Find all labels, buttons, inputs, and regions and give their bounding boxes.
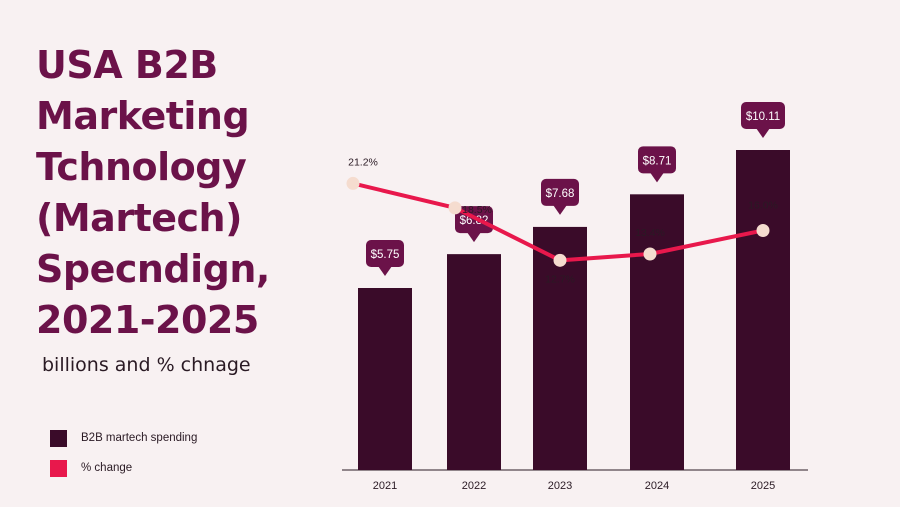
callout-box [541, 178, 579, 206]
change-point [448, 201, 462, 215]
change-point [346, 176, 360, 190]
value-callout: $8.71 [638, 146, 676, 183]
title-line: Tchnology (Martech) [36, 145, 247, 240]
title-line: USA B2B Marketing [36, 43, 250, 138]
chart-title: USA B2B Marketing Tchnology (Martech) Sp… [36, 40, 436, 346]
callout-box [638, 146, 676, 174]
x-tick-label: 2021 [373, 480, 397, 492]
change-value-label: 21.2% [348, 156, 378, 168]
title-line: 2021-2025 [36, 298, 259, 342]
bar-value-label: $7.68 [546, 188, 575, 200]
bar-value-label: $10.11 [746, 111, 780, 123]
legend-swatch-change [50, 459, 67, 477]
change-point [756, 223, 770, 237]
change-point [643, 247, 657, 261]
change-value-label: 13.4% [635, 227, 665, 239]
bar [736, 150, 790, 470]
bar [358, 288, 412, 470]
title-line: Specndign, [36, 247, 270, 291]
legend-swatch-spending [50, 429, 67, 447]
change-value-label: 12.7% [545, 273, 575, 285]
legend-label-spending: B2B martech spending [81, 432, 198, 444]
x-tick-label: 2025 [751, 480, 775, 492]
callout-box [741, 102, 785, 129]
change-value-label: 18.5% [462, 204, 492, 216]
callout-pointer [467, 232, 481, 243]
change-point [553, 253, 567, 267]
legend: B2B martech spending % change [50, 428, 197, 488]
callout-box [366, 240, 404, 268]
legend-item-change: % change [50, 458, 197, 478]
bar [533, 226, 587, 470]
change-value-label: 16.0% [748, 199, 778, 211]
value-callout: $10.11 [741, 102, 785, 138]
callout-pointer [650, 172, 664, 183]
x-tick-label: 2024 [645, 480, 669, 492]
value-callout: $7.68 [541, 178, 579, 215]
x-tick-label: 2022 [462, 480, 486, 492]
chart-subtitle: billions and % chnage [42, 354, 251, 376]
callout-pointer [378, 266, 392, 277]
title-block: USA B2B Marketing Tchnology (Martech) Sp… [36, 40, 436, 376]
value-callout: $5.75 [366, 240, 404, 277]
callout-pointer [756, 128, 770, 138]
bar-value-label: $6.82 [460, 215, 489, 227]
bar-value-label: $5.75 [371, 249, 400, 261]
bar [630, 194, 684, 470]
bar [447, 254, 501, 470]
legend-item-spending: B2B martech spending [50, 428, 197, 448]
callout-pointer [553, 204, 567, 215]
bar-value-label: $8.71 [643, 155, 672, 167]
legend-label-change: % change [81, 462, 133, 474]
x-tick-label: 2023 [548, 480, 572, 492]
